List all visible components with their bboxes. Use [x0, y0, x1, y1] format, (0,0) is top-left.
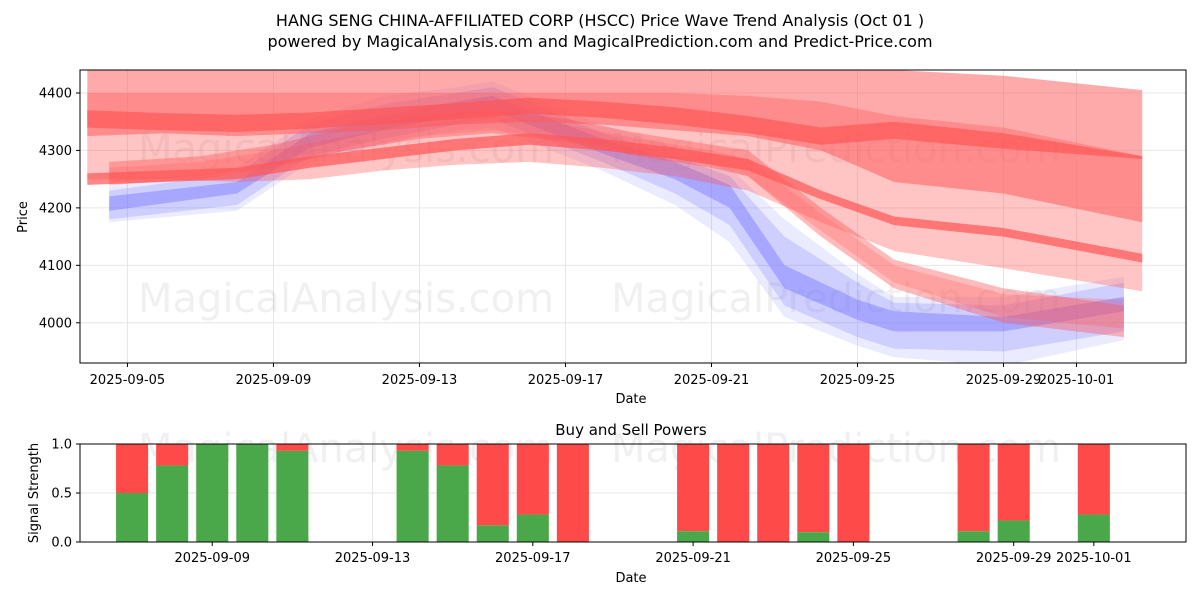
buy-power-bar — [476, 525, 509, 542]
price-panel: MagicalAnalysis.com MagicalPrediction.com… — [39, 69, 1187, 388]
sell-power-bar — [677, 444, 710, 532]
sell-power-bar — [396, 444, 429, 451]
price-y-tick-label: 4300 — [39, 144, 72, 159]
price-y-tick-label: 4200 — [39, 201, 72, 216]
sell-power-bar — [116, 444, 149, 493]
price-x-tick-label: 2025-10-01 — [1039, 373, 1115, 388]
signal-x-tick-label: 2025-09-29 — [976, 551, 1052, 566]
price-y-tick-label: 4400 — [39, 86, 72, 101]
chart-title-line2: powered by MagicalAnalysis.com and Magic… — [267, 32, 932, 51]
sell-power-bar — [797, 444, 830, 533]
price-x-axis-label: Date — [615, 392, 646, 407]
price-x-tick-label: 2025-09-29 — [966, 373, 1042, 388]
price-x-tick-label: 2025-09-17 — [528, 373, 604, 388]
sell-power-bar — [957, 444, 990, 532]
chart-title-line1: HANG SENG CHINA-AFFILIATED CORP (HSCC) P… — [276, 11, 924, 30]
sell-power-bar — [757, 444, 790, 542]
buy-power-bar — [797, 532, 830, 542]
sell-power-bar — [1077, 444, 1110, 515]
sell-power-bar — [156, 444, 189, 466]
wave-band-red-line-upper — [87, 97, 1143, 159]
sell-power-bar — [436, 444, 469, 466]
signal-y-tick-label: 0.5 — [51, 487, 72, 502]
buy-power-bar — [236, 444, 269, 542]
signal-x-tick-label: 2025-09-13 — [335, 551, 411, 566]
sell-power-bar — [837, 444, 870, 542]
signal-y-axis-label: Signal Strength — [27, 443, 42, 543]
signal-x-tick-label: 2025-09-25 — [816, 551, 892, 566]
buy-power-bar — [516, 514, 549, 542]
sell-power-bar — [276, 444, 309, 451]
wave-band-red-wave-long-1 — [87, 70, 1143, 223]
signal-panel: MagicalAnalysis.com MagicalPrediction.com… — [51, 426, 1187, 566]
price-x-tick-label: 2025-09-05 — [90, 373, 166, 388]
buy-power-bar — [116, 493, 149, 542]
sell-power-bar — [717, 444, 750, 542]
wave-band-blue-wave-2 — [109, 87, 1124, 352]
buy-power-bar — [677, 531, 710, 542]
price-y-tick-label: 4000 — [39, 316, 72, 331]
signal-x-tick-label: 2025-09-21 — [655, 551, 731, 566]
signal-x-tick-label: 2025-10-01 — [1056, 551, 1132, 566]
price-x-tick-label: 2025-09-25 — [820, 373, 896, 388]
buy-power-bar — [396, 450, 429, 542]
price-y-tick-label: 4100 — [39, 259, 72, 274]
buy-power-bar — [276, 450, 309, 542]
price-x-tick-label: 2025-09-13 — [382, 373, 458, 388]
sell-power-bar — [997, 444, 1030, 521]
buy-power-bar — [156, 465, 189, 542]
wave-band-red-wave-short-1 — [109, 110, 1124, 338]
price-plot-frame — [79, 69, 1187, 364]
watermark-text: MagicalPrediction.com — [611, 276, 1061, 322]
signal-y-tick-label: 1.0 — [51, 438, 72, 453]
buy-power-bar — [1077, 514, 1110, 542]
wave-band-red-wave-short-2 — [109, 116, 1124, 329]
buy-power-bar — [957, 531, 990, 542]
signal-x-tick-label: 2025-09-09 — [174, 551, 250, 566]
signal-y-tick-label: 0.0 — [51, 536, 72, 551]
sell-power-bar — [476, 444, 509, 526]
price-y-axis-label: Price — [16, 201, 31, 233]
signal-chart-title: Buy and Sell Powers — [555, 421, 707, 439]
sell-power-bar — [556, 444, 589, 542]
buy-power-bar — [436, 465, 469, 542]
signal-x-tick-label: 2025-09-17 — [495, 551, 571, 566]
watermark-text: MagicalAnalysis.com — [138, 276, 554, 322]
price-x-tick-label: 2025-09-09 — [236, 373, 312, 388]
sell-power-bar — [516, 444, 549, 515]
wave-band-blue-wave-3 — [109, 81, 1124, 363]
wave-band-red-wave-long-2 — [87, 93, 1143, 292]
signal-x-axis-label: Date — [615, 571, 646, 586]
buy-power-bar — [196, 444, 229, 542]
price-x-tick-label: 2025-09-21 — [674, 373, 750, 388]
buy-power-bar — [997, 520, 1030, 542]
